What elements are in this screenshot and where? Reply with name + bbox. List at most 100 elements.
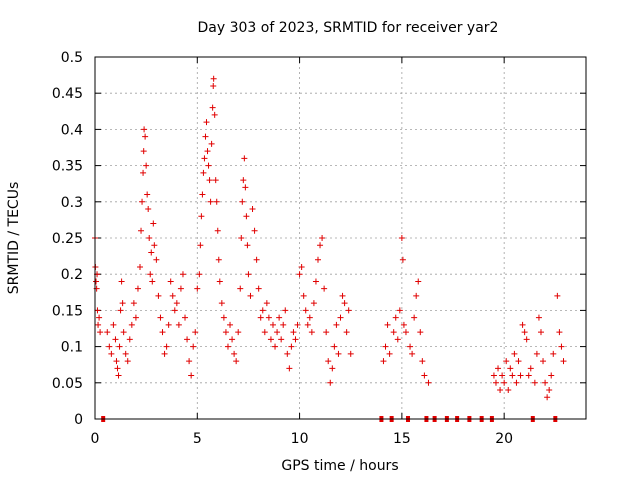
data-point — [276, 314, 283, 321]
data-point — [165, 321, 172, 328]
data-point — [198, 213, 205, 220]
data-point — [400, 321, 407, 328]
data-point — [137, 263, 144, 270]
data-point — [419, 358, 426, 365]
data-point — [265, 314, 272, 321]
y-tick-label: 0.25 — [52, 231, 83, 247]
data-point — [216, 278, 223, 285]
data-point — [333, 321, 340, 328]
data-point — [204, 148, 211, 155]
x-tick-label: 10 — [291, 431, 309, 447]
data-point — [116, 343, 123, 350]
data-point — [554, 292, 561, 299]
data-point — [515, 358, 522, 365]
data-point — [402, 329, 409, 336]
data-point — [240, 177, 247, 184]
data-point — [302, 307, 309, 314]
data-point — [140, 169, 147, 176]
data-point — [503, 358, 510, 365]
data-point — [290, 329, 297, 336]
data-point — [499, 372, 506, 379]
y-tick-label: 0.5 — [61, 50, 83, 66]
data-point — [269, 321, 276, 328]
data-point — [531, 379, 538, 386]
data-point — [106, 343, 113, 350]
data-point — [347, 350, 354, 357]
data-point — [304, 321, 311, 328]
data-point — [284, 350, 291, 357]
data-point — [209, 104, 216, 111]
data-point — [298, 263, 305, 270]
data-point — [196, 271, 203, 278]
data-point — [118, 278, 125, 285]
data-point — [126, 336, 133, 343]
data-point — [533, 350, 540, 357]
data-point — [413, 292, 420, 299]
data-point — [203, 119, 210, 126]
data-point — [343, 329, 350, 336]
data-point — [239, 198, 246, 205]
data-point — [253, 256, 260, 263]
data-point — [382, 343, 389, 350]
data-point — [245, 271, 252, 278]
data-point — [194, 285, 201, 292]
data-point — [93, 278, 100, 285]
data-point — [202, 133, 209, 140]
data-point — [182, 314, 189, 321]
data-point — [200, 169, 207, 176]
data-point — [327, 379, 334, 386]
data-point — [115, 372, 122, 379]
data-point — [197, 242, 204, 249]
data-point — [134, 285, 141, 292]
data-point — [235, 329, 242, 336]
data-point — [220, 314, 227, 321]
data-point — [184, 336, 191, 343]
data-point — [122, 350, 129, 357]
data-point — [525, 372, 532, 379]
data-point — [119, 300, 126, 307]
y-tick-label: 0.2 — [61, 267, 83, 283]
data-point — [511, 350, 518, 357]
data-point — [521, 329, 528, 336]
data-point — [213, 198, 220, 205]
data-point — [243, 213, 250, 220]
data-point — [108, 350, 115, 357]
data-point — [169, 292, 176, 299]
x-tick-label: 15 — [393, 431, 411, 447]
data-point — [218, 300, 225, 307]
data-point — [257, 314, 264, 321]
data-point — [146, 235, 153, 241]
data-point — [179, 271, 186, 278]
data-point — [495, 365, 502, 372]
data-point — [411, 314, 418, 321]
data-point — [113, 358, 120, 365]
data-point — [208, 140, 215, 147]
data-point — [294, 321, 301, 328]
data-point — [288, 343, 295, 350]
data-point — [128, 321, 135, 328]
data-point — [227, 321, 234, 328]
data-point — [286, 365, 293, 372]
data-point — [237, 285, 244, 292]
chart-title: Day 303 of 2023, SRMTID for receiver yar… — [198, 20, 499, 36]
data-point — [546, 387, 553, 394]
data-point — [211, 111, 218, 118]
data-point — [241, 155, 248, 162]
data-point — [282, 307, 289, 314]
data-point — [272, 343, 279, 350]
data-point — [415, 278, 422, 285]
data-point — [542, 379, 549, 386]
data-point — [323, 329, 330, 336]
data-point — [527, 365, 534, 372]
data-point — [149, 278, 156, 285]
data-point — [247, 292, 254, 299]
data-point — [144, 191, 151, 198]
y-tick-label: 0.3 — [61, 195, 83, 211]
data-point — [492, 379, 499, 386]
data-point — [308, 329, 315, 336]
data-point — [153, 256, 160, 263]
data-point — [97, 329, 104, 336]
data-point — [540, 358, 547, 365]
data-point — [548, 372, 555, 379]
axis-ticks: 0 0.05 0.1 0.15 0.2 0.25 0.3 0.35 0.4 0.45 0.5 0 5 10… — [52, 50, 586, 447]
